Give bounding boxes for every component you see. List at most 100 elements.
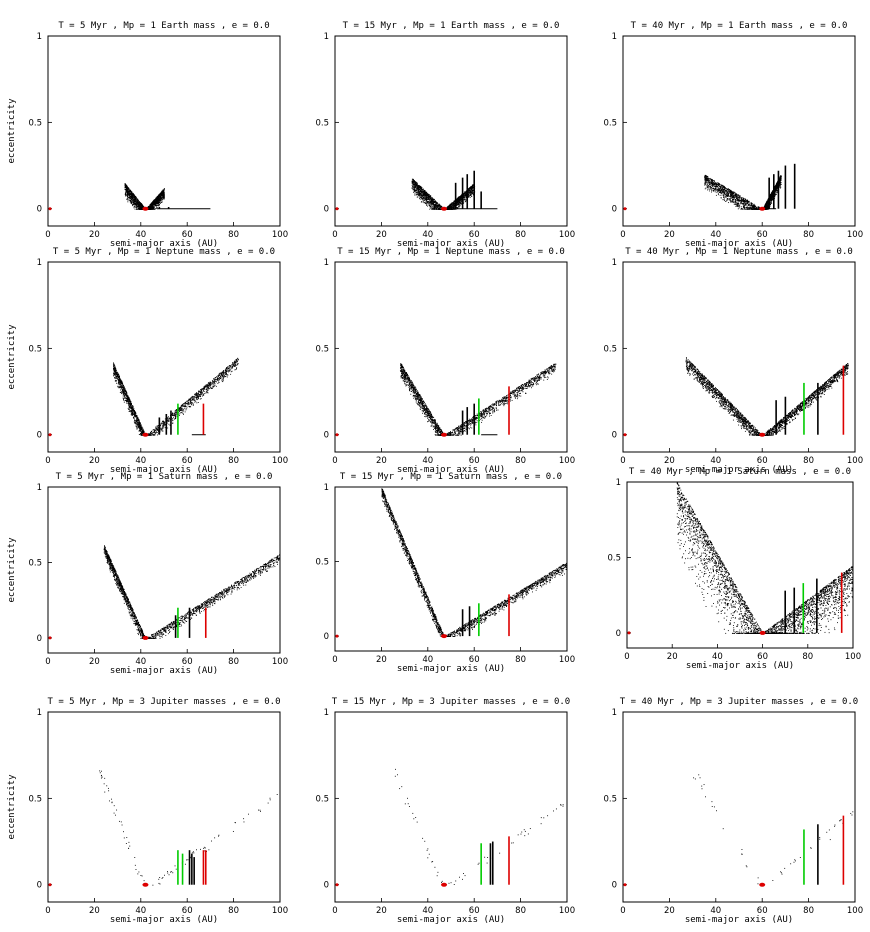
- particle: [449, 207, 450, 208]
- particle: [707, 177, 708, 178]
- particle: [733, 192, 734, 193]
- particle: [415, 190, 416, 191]
- particle: [732, 197, 733, 198]
- particle: [755, 206, 756, 207]
- particle-layer: [704, 164, 794, 211]
- particle: [714, 184, 715, 185]
- particle: [436, 206, 437, 207]
- particle: [469, 192, 470, 193]
- particle: [421, 190, 422, 191]
- particle: [736, 194, 737, 195]
- particle: [470, 194, 471, 195]
- particle: [435, 204, 436, 205]
- particle: [751, 208, 752, 209]
- particle: [437, 204, 438, 205]
- particle: [713, 184, 714, 185]
- particle: [737, 198, 738, 199]
- particle: [709, 188, 710, 189]
- particle: [157, 200, 158, 201]
- particle: [735, 193, 736, 194]
- particle: [470, 188, 471, 189]
- particle: [722, 199, 723, 200]
- particle: [423, 197, 424, 198]
- particle: [471, 190, 472, 191]
- particle: [428, 203, 429, 204]
- particle: [127, 192, 128, 193]
- particle: [423, 202, 424, 203]
- particle: [138, 206, 139, 207]
- particle: [739, 198, 740, 199]
- particle: [420, 197, 421, 198]
- particle: [130, 200, 131, 201]
- particle: [137, 202, 138, 203]
- particle: [727, 192, 728, 193]
- particle: [707, 179, 708, 180]
- particle: [752, 205, 753, 206]
- particle: [419, 188, 420, 189]
- particle: [423, 201, 424, 202]
- x-tick-label: 20: [664, 230, 675, 240]
- particle: [744, 209, 745, 210]
- particle: [128, 194, 129, 195]
- particle: [469, 195, 470, 196]
- particle: [163, 197, 164, 198]
- particle: [470, 193, 471, 194]
- particle: [159, 204, 160, 205]
- particle: [739, 207, 740, 208]
- particle: [461, 204, 462, 205]
- particle: [729, 199, 730, 200]
- particle: [161, 200, 162, 201]
- particle: [733, 197, 734, 198]
- particle: [741, 206, 742, 207]
- particle: [137, 198, 138, 199]
- particle: [154, 206, 155, 207]
- x-tick-label: 80: [515, 230, 526, 240]
- particle: [415, 184, 416, 185]
- particle: [743, 207, 744, 208]
- particle: [471, 194, 472, 195]
- particle: [141, 206, 142, 207]
- particle: [133, 200, 134, 201]
- particle: [160, 193, 161, 194]
- particle: [425, 195, 426, 196]
- particle: [433, 204, 434, 205]
- particle: [420, 190, 421, 191]
- particle: [433, 199, 434, 200]
- particle: [459, 206, 460, 207]
- particle: [437, 205, 438, 206]
- particle: [712, 179, 713, 180]
- particle: [734, 198, 735, 199]
- particle: [460, 200, 461, 201]
- particle: [430, 204, 431, 205]
- particle: [139, 209, 140, 210]
- particle: [458, 197, 459, 198]
- particle: [413, 184, 414, 185]
- particle: [715, 191, 716, 192]
- particle: [714, 182, 715, 183]
- particle: [434, 209, 435, 210]
- particle: [720, 190, 721, 191]
- particle: [746, 199, 747, 200]
- particle: [126, 189, 127, 190]
- particle: [134, 198, 135, 199]
- particle: [452, 203, 453, 204]
- particle: [425, 199, 426, 200]
- x-tick-label: 100: [847, 230, 863, 240]
- particle: [749, 209, 750, 210]
- particle: [450, 204, 451, 205]
- particle: [722, 191, 723, 192]
- particle: [429, 209, 430, 210]
- particle: [133, 197, 134, 198]
- particle: [727, 189, 728, 190]
- particle: [416, 182, 417, 183]
- particle: [162, 191, 163, 192]
- particle: [161, 202, 162, 203]
- particle: [126, 199, 127, 200]
- particle: [428, 199, 429, 200]
- particle: [129, 190, 130, 191]
- particle: [729, 191, 730, 192]
- particle: [419, 191, 420, 192]
- particle: [161, 193, 162, 194]
- particle: [708, 186, 709, 187]
- particle: [747, 201, 748, 202]
